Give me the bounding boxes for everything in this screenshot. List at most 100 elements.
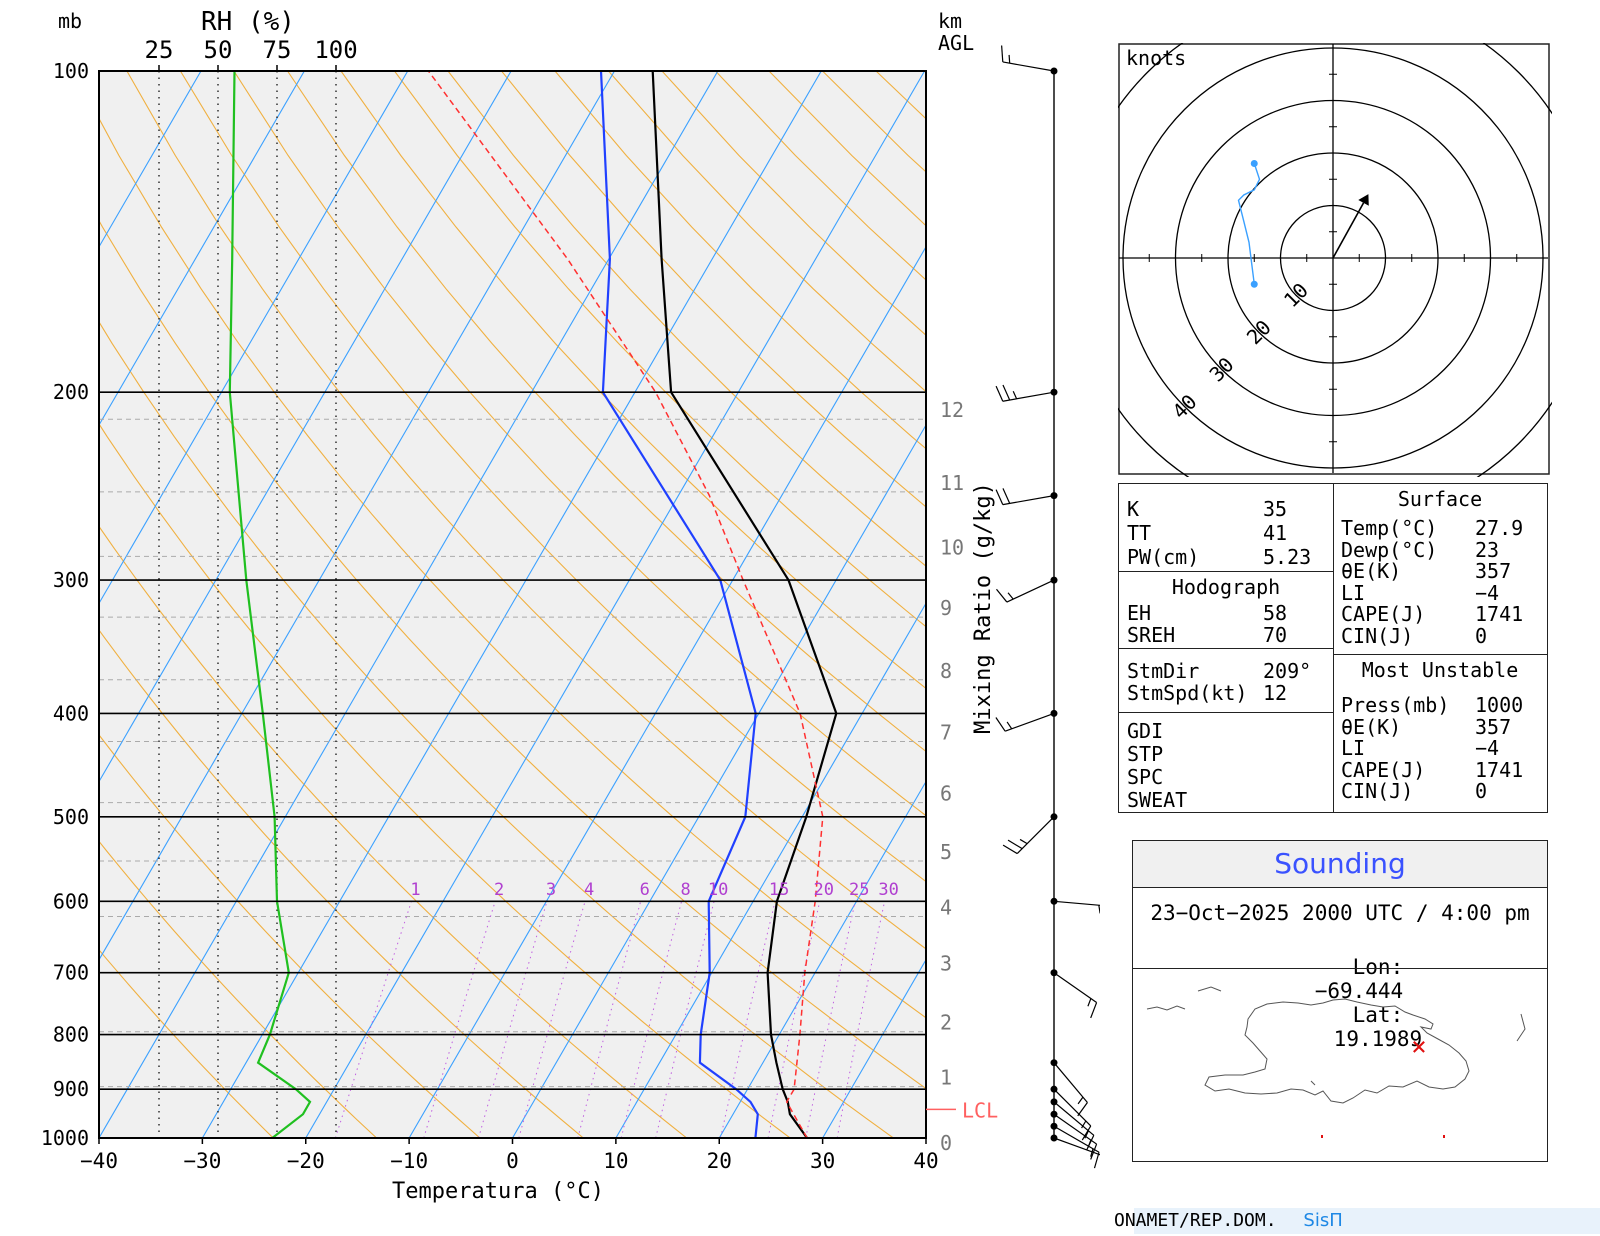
index-row: SPC [1127, 766, 1325, 788]
dry-adiabat-line [930, 71, 1101, 1138]
pressure-tick-label: 800 [53, 1023, 89, 1047]
temperature-tick-label: 20 [707, 1149, 732, 1173]
index-value: 5.23 [1263, 545, 1312, 569]
height-tick-label: 12 [940, 398, 964, 422]
mixing-ratio-line [655, 901, 715, 1138]
temperature-axis-label: Temperatura (°C) [392, 1179, 604, 1204]
isotherm-line [408, 245, 926, 1138]
index-key: StmDir [1127, 659, 1200, 683]
wind-barb-staff [1053, 1101, 1095, 1136]
lon-value: −69.444 [1314, 979, 1404, 1003]
wind-barb-half-flag [1006, 721, 1013, 730]
hodograph-units-label: knots [1126, 46, 1186, 70]
station-marker: × [1411, 1032, 1427, 1062]
index-row: Temp(°C) 27.9 [1341, 517, 1539, 539]
dry-adiabat-line [179, 71, 926, 883]
index-row: Dewp(°C) 23 [1341, 539, 1539, 561]
storm-motion-arrowhead [1358, 194, 1369, 206]
temperature-tick-label: 10 [603, 1149, 628, 1173]
temperature-tick-label: −20 [287, 1149, 325, 1173]
index-value: 12 [1263, 681, 1288, 705]
height-tick-label: 5 [940, 840, 952, 864]
wind-barb-staff [1053, 1062, 1088, 1103]
divider [1333, 654, 1547, 655]
wind-barb-staff [1002, 391, 1055, 402]
index-key: Temp(°C) [1341, 516, 1438, 540]
dry-adiabat-line [99, 949, 274, 1138]
wind-barb-staff [1053, 972, 1097, 1004]
mixing-ratio-tick-label: 4 [584, 880, 594, 900]
dry-adiabat-line [1090, 71, 1100, 1138]
height-tick-label: 2 [940, 1011, 952, 1035]
temperature-tick-label: −30 [183, 1149, 221, 1173]
index-value: 70 [1263, 623, 1288, 647]
mixing-ratio-line [423, 901, 496, 1138]
height-tick-label: 10 [940, 535, 964, 559]
indices-panel: K 35 TT 41 PW(cm) 5.23 Hodograph EH 58 SREH 70 S… [1118, 483, 1548, 813]
index-row: GDI [1127, 720, 1325, 742]
wind-barb-staff [1053, 900, 1100, 906]
series-rh-line [228, 71, 312, 1138]
wind-barb-half-flag [1007, 592, 1014, 600]
index-value: 1000 [1475, 693, 1524, 717]
pressure-tick-label: 400 [53, 701, 89, 725]
index-row: SREH 70 [1127, 624, 1325, 646]
isotherm-line [718, 780, 926, 1138]
isotherm-line [512, 423, 926, 1138]
wind-barb-half-flag [1081, 1120, 1087, 1129]
mixing-ratio-line [518, 901, 586, 1138]
hodograph-endpoint [1250, 280, 1258, 288]
temperature-tick-label: 30 [810, 1149, 835, 1173]
rh-tick-label: 50 [204, 36, 233, 64]
wind-barb-flag [1081, 1125, 1092, 1141]
wind-barb-flag [995, 385, 1004, 402]
index-value: 357 [1475, 559, 1512, 583]
temperature-tick-label: −10 [390, 1149, 428, 1173]
sounding-datetime: 23−Oct−2025 2000 UTC / 4:00 pm [1150, 901, 1530, 925]
pressure-tick-label: 900 [53, 1077, 89, 1101]
pressure-tick-label: 500 [53, 805, 89, 829]
dry-adiabat-line [99, 840, 377, 1138]
series-temperature-line [651, 71, 838, 1138]
index-value: 23 [1475, 537, 1500, 562]
mixing-ratio-tick-label: 25 [849, 880, 869, 900]
index-value: 58 [1263, 601, 1288, 625]
surface-heading: Surface [1397, 487, 1483, 511]
height-tick-label: 3 [940, 952, 952, 976]
index-key: LI [1341, 580, 1366, 605]
wind-barb-flag [1093, 1152, 1100, 1169]
temperature-tick-label: −40 [80, 1149, 118, 1173]
wind-barb-flag [995, 489, 1004, 505]
index-row: CIN(J) 0 [1341, 625, 1539, 647]
plot-area [99, 71, 1101, 1138]
wind-barb-staff [1002, 61, 1055, 72]
most-unstable-heading: Most Unstable [1361, 658, 1519, 682]
wind-barb-staff [1016, 816, 1055, 854]
index-key: Dewp(°C) [1341, 537, 1438, 562]
dry-adiabat-line [99, 219, 926, 1090]
index-value: 1741 [1475, 602, 1524, 626]
wind-barb-flag [1002, 844, 1018, 855]
mixing-ratio-tick-label: 30 [878, 880, 898, 900]
temperature-tick-label: 40 [913, 1149, 938, 1173]
lat-label: Lat: [1352, 1003, 1404, 1027]
mixing-ratio-axis-label: Mixing Ratio (g/kg) [971, 482, 996, 734]
index-row: EH 58 [1127, 602, 1325, 624]
series-dewpoint-line [599, 71, 759, 1138]
wind-barb-staff [1053, 1125, 1100, 1153]
index-value: 357 [1475, 714, 1512, 739]
wind-barb-flag [1002, 384, 1011, 401]
index-key: CAPE(J) [1341, 757, 1426, 782]
index-row: θE(K) 357 [1341, 560, 1539, 582]
wind-barb-half-flag [1008, 54, 1011, 64]
divider [1119, 712, 1333, 713]
divider [1133, 968, 1547, 969]
index-row: SWEAT [1127, 789, 1325, 811]
mixing-ratio-tick-label: 10 [708, 880, 728, 900]
wind-barb-flag [1002, 488, 1011, 504]
index-row: TT 41 [1127, 522, 1325, 544]
index-value: −4 [1475, 736, 1500, 760]
skew-t-chart: 1 2 3 4 6 8 10 15 20 25 30100200300400500600700800… [41, 7, 1101, 1204]
mixing-ratio-tick-label: 2 [494, 880, 504, 900]
